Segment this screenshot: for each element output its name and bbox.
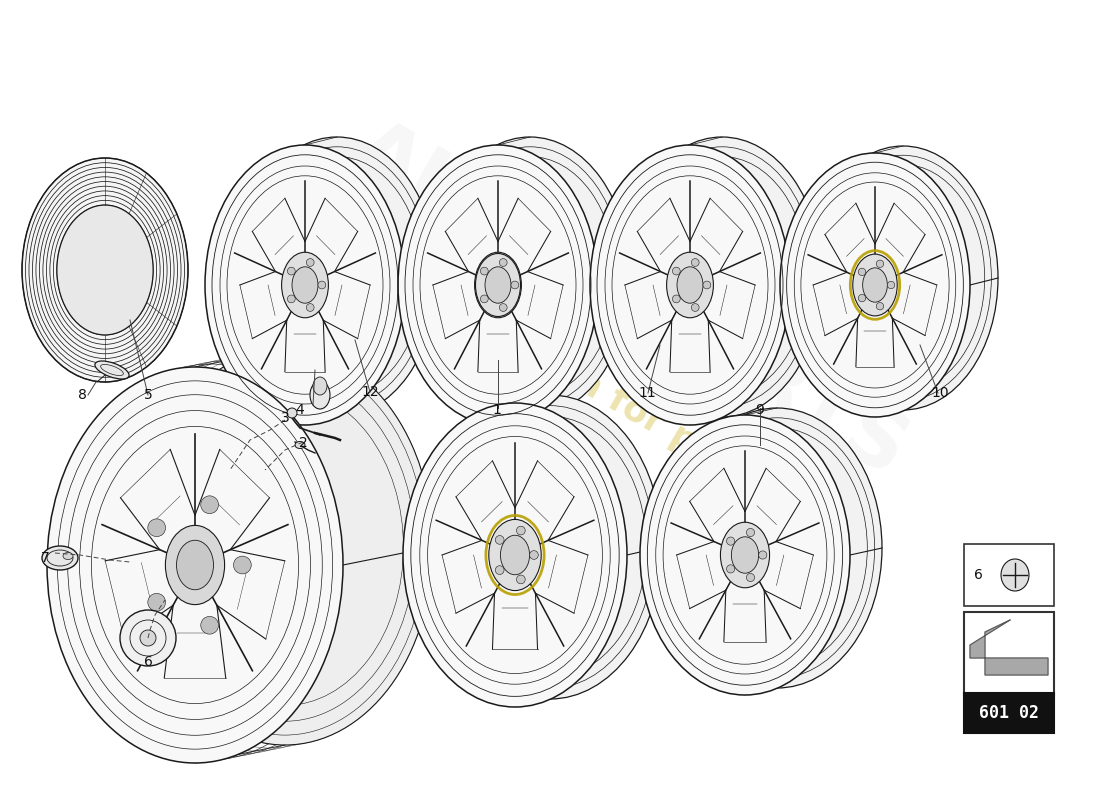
Circle shape <box>499 258 507 266</box>
Circle shape <box>877 260 883 267</box>
Ellipse shape <box>732 537 759 573</box>
Ellipse shape <box>63 553 73 559</box>
Circle shape <box>529 550 538 559</box>
FancyBboxPatch shape <box>964 544 1054 606</box>
Ellipse shape <box>138 349 433 745</box>
Circle shape <box>512 281 519 289</box>
Ellipse shape <box>780 153 970 417</box>
Ellipse shape <box>282 252 329 318</box>
Circle shape <box>703 281 711 289</box>
Text: 5: 5 <box>144 388 153 402</box>
Ellipse shape <box>22 158 188 382</box>
Ellipse shape <box>808 146 998 410</box>
Ellipse shape <box>621 137 822 417</box>
Text: 3: 3 <box>280 411 289 425</box>
Ellipse shape <box>438 395 662 699</box>
Ellipse shape <box>176 540 213 590</box>
Circle shape <box>147 519 166 537</box>
Text: 6: 6 <box>144 655 153 669</box>
Circle shape <box>318 281 326 289</box>
Circle shape <box>726 565 735 573</box>
Circle shape <box>233 556 251 574</box>
Text: 6: 6 <box>974 568 982 582</box>
Text: 9: 9 <box>756 403 764 417</box>
Ellipse shape <box>95 361 129 379</box>
Circle shape <box>672 295 680 303</box>
Ellipse shape <box>430 137 630 417</box>
Ellipse shape <box>500 535 529 574</box>
Ellipse shape <box>47 367 343 763</box>
Circle shape <box>672 267 680 275</box>
Ellipse shape <box>485 266 512 303</box>
Circle shape <box>858 294 866 302</box>
Circle shape <box>306 304 315 311</box>
Ellipse shape <box>474 252 521 318</box>
Ellipse shape <box>862 268 888 302</box>
Circle shape <box>726 537 735 545</box>
Circle shape <box>201 616 219 634</box>
Circle shape <box>747 529 755 537</box>
Circle shape <box>499 304 507 311</box>
Circle shape <box>877 302 883 310</box>
Text: a passion for parts since: a passion for parts since <box>425 280 876 560</box>
Text: 8: 8 <box>78 388 87 402</box>
Ellipse shape <box>398 145 598 425</box>
Circle shape <box>287 295 295 303</box>
Ellipse shape <box>852 254 898 316</box>
Circle shape <box>495 535 504 544</box>
Circle shape <box>306 258 315 266</box>
Circle shape <box>120 610 176 666</box>
FancyBboxPatch shape <box>964 693 1054 733</box>
Polygon shape <box>970 620 1048 675</box>
Ellipse shape <box>676 266 703 303</box>
Ellipse shape <box>488 519 541 590</box>
Text: 7: 7 <box>41 551 50 565</box>
Circle shape <box>140 630 156 646</box>
Ellipse shape <box>403 403 627 707</box>
Text: 601 02: 601 02 <box>979 704 1040 722</box>
Circle shape <box>287 408 297 418</box>
Circle shape <box>287 267 295 275</box>
Ellipse shape <box>314 377 327 395</box>
Ellipse shape <box>1001 559 1028 591</box>
Text: 12: 12 <box>361 385 378 399</box>
Circle shape <box>691 304 700 311</box>
Text: 2: 2 <box>298 436 307 450</box>
Ellipse shape <box>295 442 305 449</box>
Circle shape <box>481 295 488 303</box>
Circle shape <box>147 594 166 611</box>
Circle shape <box>495 566 504 574</box>
Ellipse shape <box>205 145 405 425</box>
Ellipse shape <box>138 349 433 745</box>
Circle shape <box>691 258 700 266</box>
Ellipse shape <box>667 252 714 318</box>
Ellipse shape <box>292 266 318 303</box>
Circle shape <box>517 575 525 584</box>
Text: AUTOSPORTS: AUTOSPORTS <box>339 108 922 492</box>
Text: 11: 11 <box>638 386 656 400</box>
Circle shape <box>888 282 894 289</box>
Circle shape <box>747 574 755 582</box>
Ellipse shape <box>42 546 78 570</box>
Ellipse shape <box>720 522 770 588</box>
Text: 4: 4 <box>296 403 305 417</box>
Text: 1: 1 <box>493 403 502 417</box>
Circle shape <box>201 496 219 514</box>
Circle shape <box>759 551 767 559</box>
FancyBboxPatch shape <box>964 612 1054 696</box>
Ellipse shape <box>57 205 153 335</box>
Ellipse shape <box>236 137 437 417</box>
Ellipse shape <box>310 381 330 409</box>
Ellipse shape <box>640 415 850 695</box>
Ellipse shape <box>590 145 790 425</box>
Circle shape <box>481 267 488 275</box>
Circle shape <box>517 526 525 535</box>
Ellipse shape <box>165 526 224 605</box>
Text: 10: 10 <box>932 386 949 400</box>
Ellipse shape <box>672 408 882 688</box>
Circle shape <box>858 268 866 275</box>
